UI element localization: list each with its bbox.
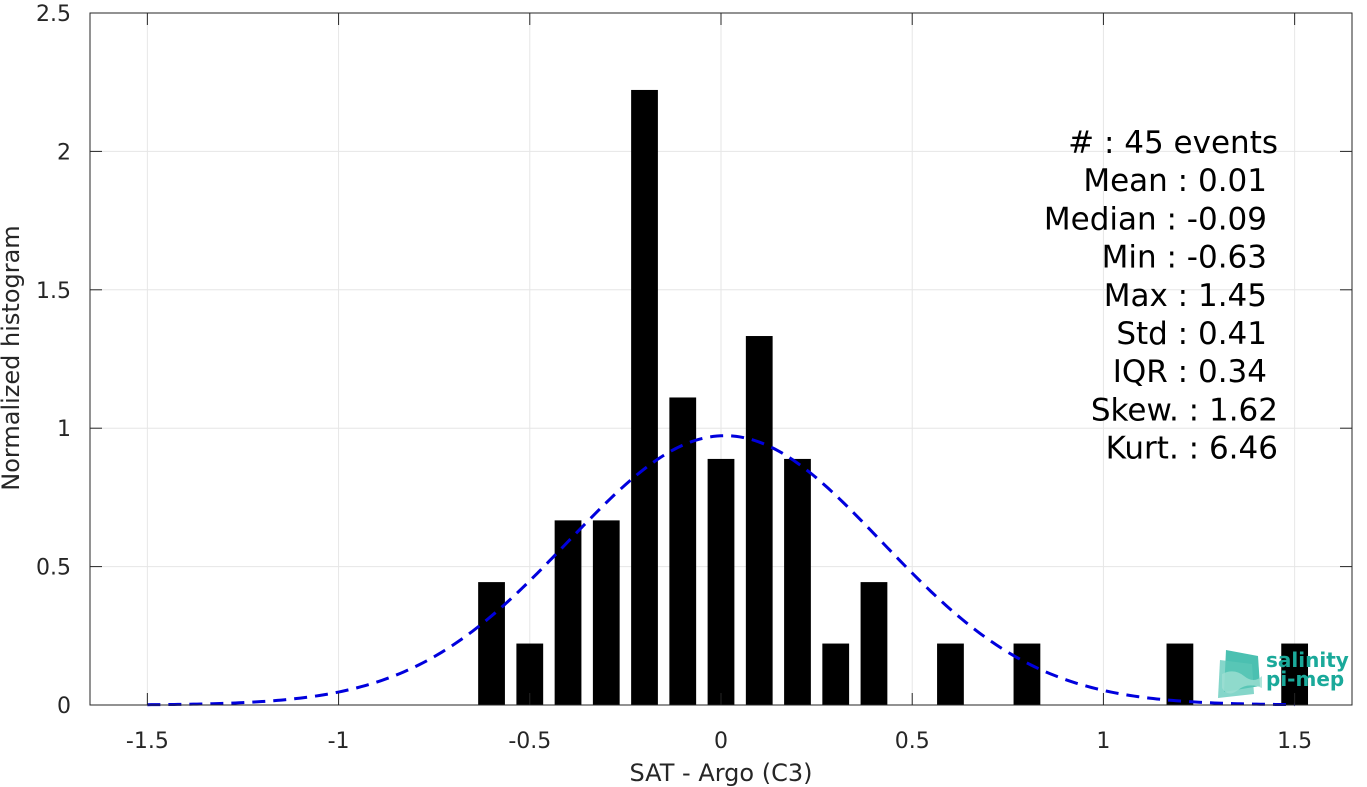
y-tick-label: 0.5 [36, 556, 71, 581]
stats-line: Min : -0.63 [1102, 240, 1267, 276]
x-axis-label: SAT - Argo (C3) [630, 759, 813, 787]
x-tick-label: 0 [714, 729, 728, 754]
stats-line: # : 45 events [1068, 125, 1278, 161]
stats-line: Skew. : 1.62 [1091, 392, 1278, 428]
histogram-bar [860, 582, 888, 705]
y-tick-labels: 0 0.5 1 1.5 2 2.5 [36, 2, 71, 719]
y-tick-label: 2 [57, 140, 71, 165]
bars [478, 89, 1309, 706]
stats-line: Median : -0.09 [1044, 201, 1267, 237]
x-tick-label: 1.5 [1277, 729, 1312, 754]
y-tick-label: 0 [57, 694, 71, 719]
salinity-pimep-logo: salinity pi-mep [1218, 648, 1349, 698]
x-tick-label: 0.5 [895, 729, 930, 754]
histogram-bar [822, 643, 850, 705]
y-tick-label: 1.5 [36, 279, 71, 304]
histogram-bar [669, 397, 697, 705]
ticks [90, 12, 1352, 706]
histogram-bar [478, 582, 505, 705]
stats-line: Max : 1.45 [1104, 278, 1267, 314]
stats-line: IQR : 0.34 [1113, 354, 1267, 390]
logo-mark-icon [1218, 650, 1262, 698]
stats-line: Std : 0.41 [1116, 316, 1267, 352]
stats-line: Kurt. : 6.46 [1106, 431, 1278, 467]
y-axis-label: Normalized histogram [0, 225, 25, 490]
histogram-bar [592, 520, 620, 705]
histogram-bar [1013, 643, 1041, 705]
histogram-bar [784, 458, 811, 705]
x-tick-label: -1.5 [126, 729, 169, 754]
stats-line: Mean : 0.01 [1083, 163, 1267, 199]
gaussian-fit-curve [147, 434, 1295, 707]
x-tick-label: 1 [1096, 729, 1110, 754]
x-tick-label: -0.5 [508, 729, 551, 754]
y-tick-label: 2.5 [36, 2, 71, 27]
histogram-bar [707, 458, 735, 705]
logo-line2: pi-mep [1266, 667, 1344, 691]
x-tick-label: -1 [328, 729, 350, 754]
logo-line1: salinity [1266, 648, 1349, 672]
histogram-bar [937, 643, 964, 705]
y-tick-label: 1 [57, 417, 71, 442]
histogram-bar [1166, 643, 1194, 705]
histogram-bar [745, 336, 773, 705]
histogram-bar [554, 520, 582, 705]
histogram-bar [631, 89, 658, 706]
x-tick-labels: -1.5 -1 -0.5 0 0.5 1 1.5 [126, 729, 1312, 754]
